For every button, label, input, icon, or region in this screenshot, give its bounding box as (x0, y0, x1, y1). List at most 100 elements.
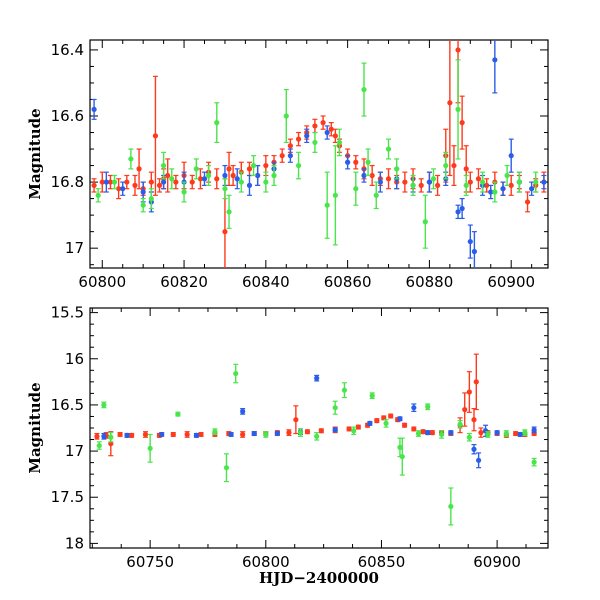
data-marker (504, 172, 510, 179)
data-point (341, 382, 348, 399)
data-point (429, 430, 435, 436)
data-marker (485, 431, 491, 438)
data-marker (304, 429, 311, 435)
data-marker (214, 176, 220, 182)
data-point (365, 148, 371, 177)
data-point (541, 174, 547, 190)
data-point (332, 400, 338, 415)
data-point (473, 353, 479, 411)
data-point (345, 155, 351, 170)
data-marker (99, 179, 105, 185)
data-marker (451, 162, 457, 169)
data-marker (226, 209, 232, 215)
data-marker (457, 421, 463, 427)
data-marker (385, 176, 392, 182)
data-point (508, 174, 514, 196)
data-marker (374, 418, 380, 424)
data-point (524, 191, 531, 213)
data-marker (531, 459, 537, 465)
data-point (516, 171, 522, 193)
top-y-axis-title: Magnitude (26, 108, 44, 199)
data-point (336, 128, 343, 157)
data-marker (459, 120, 465, 126)
data-marker (222, 229, 228, 235)
data-marker (193, 166, 199, 172)
data-marker (383, 420, 389, 426)
data-marker (397, 416, 403, 422)
y-tick-label: 17 (65, 442, 84, 460)
data-marker (293, 417, 299, 423)
data-marker (263, 179, 269, 185)
data-marker (434, 182, 441, 188)
data-point (522, 429, 528, 436)
data-point (181, 181, 187, 203)
data-point (361, 62, 367, 117)
data-point (438, 430, 445, 439)
data-marker (332, 133, 338, 139)
data-marker (287, 153, 293, 159)
data-marker (522, 430, 528, 436)
data-marker (286, 430, 292, 436)
data-marker (287, 143, 293, 149)
data-marker (240, 431, 246, 438)
data-marker (517, 431, 523, 438)
data-marker (152, 133, 159, 139)
data-marker (246, 166, 253, 172)
data-marker (367, 420, 373, 426)
data-marker (181, 189, 187, 195)
data-marker (312, 139, 318, 146)
data-marker (471, 417, 477, 423)
data-point (201, 171, 208, 186)
x-tick-label: 60900 (487, 273, 535, 291)
data-point (425, 403, 431, 411)
data-point (476, 452, 482, 469)
data-point (103, 171, 109, 193)
data-point (448, 430, 454, 436)
data-point (283, 88, 289, 144)
data-marker (101, 433, 107, 439)
data-marker (263, 162, 269, 169)
data-marker (365, 159, 371, 165)
data-marker (488, 189, 494, 195)
data-point (148, 188, 154, 210)
data-point (312, 118, 318, 134)
data-marker (95, 192, 101, 198)
data-point (377, 171, 383, 193)
data-point (233, 363, 239, 384)
data-marker (500, 186, 506, 192)
data-point (533, 171, 539, 193)
data-point (193, 432, 200, 438)
data-point (101, 401, 107, 409)
data-marker (361, 86, 367, 93)
x-tick-label: 60850 (358, 553, 406, 571)
data-point (492, 181, 498, 203)
data-point (212, 428, 218, 436)
data-point (198, 431, 204, 438)
data-marker (148, 179, 154, 185)
data-marker (91, 106, 97, 112)
data-point (467, 171, 473, 193)
data-marker (426, 179, 433, 185)
bottom-tick-marks (90, 308, 548, 548)
data-point (117, 431, 123, 438)
data-point (369, 392, 375, 400)
y-tick-label: 18 (65, 534, 84, 552)
data-point (466, 432, 472, 442)
data-point (425, 430, 431, 436)
data-point (94, 432, 100, 440)
data-point (374, 418, 380, 424)
data-marker (503, 430, 509, 437)
data-point (475, 168, 482, 190)
data-point (234, 168, 240, 190)
data-marker (332, 192, 338, 198)
data-marker (478, 430, 484, 436)
data-marker (223, 465, 230, 471)
data-point (369, 164, 375, 186)
data-marker (492, 57, 498, 63)
data-marker (320, 120, 326, 126)
data-point (462, 392, 468, 427)
data-point (297, 428, 304, 437)
data-point (355, 424, 361, 430)
data-point (184, 431, 190, 438)
data-point (324, 125, 330, 140)
